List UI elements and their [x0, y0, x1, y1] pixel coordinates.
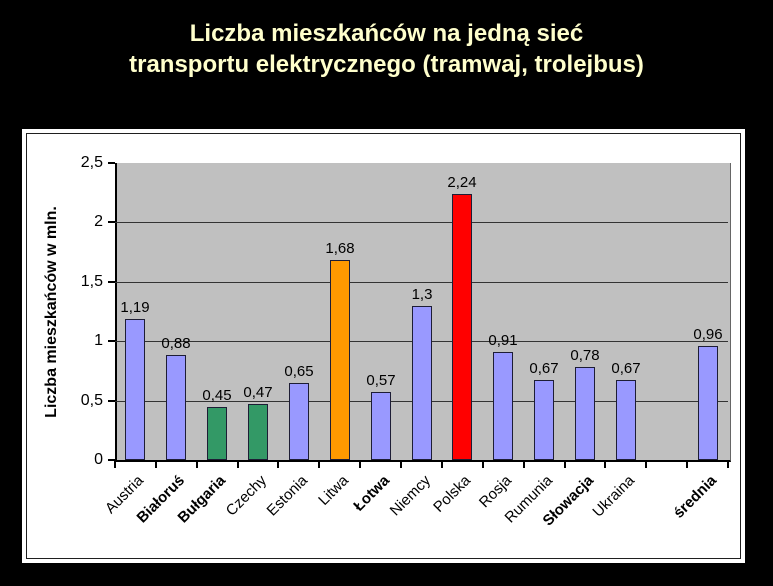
bar-value-label: 0,67 [529, 360, 559, 377]
bar-value-label: 1,68 [325, 240, 355, 257]
y-axis-tick [108, 221, 115, 223]
x-axis-tick [564, 461, 566, 468]
x-axis-tick [277, 461, 279, 468]
slide-title-line1: Liczba mieszkańców na jedną sieć [189, 20, 584, 47]
bar-value-label: 0,65 [284, 363, 314, 380]
bar [125, 319, 145, 460]
bar-value-label: 1,3 [411, 286, 433, 303]
slide-title-line2: transportu elektrycznego (tramwaj, trole… [129, 51, 644, 78]
y-axis-tick-label: 2 [94, 213, 103, 230]
gridline [115, 282, 728, 283]
bar [289, 383, 309, 460]
bar-value-label: 0,88 [161, 335, 191, 352]
bar-value-label: 0,57 [366, 372, 396, 389]
y-axis-tick [108, 459, 115, 461]
y-axis-tick [108, 162, 115, 164]
bar-value-label: 1,19 [120, 299, 150, 316]
x-axis-tick [359, 461, 361, 468]
bar-value-label: 0,45 [202, 387, 232, 404]
x-axis-tick [523, 461, 525, 468]
bar [616, 380, 636, 460]
x-axis-tick [196, 461, 198, 468]
x-axis-tick [114, 461, 116, 468]
x-axis-tick [237, 461, 239, 468]
slide-title: Liczba mieszkańców na jedną sieć transpo… [0, 18, 773, 80]
y-axis-tick [108, 340, 115, 342]
y-axis-tick-label: 2,5 [80, 154, 103, 171]
x-axis-tick [318, 461, 320, 468]
bar-value-label: 2,24 [447, 174, 477, 191]
x-axis-tick [441, 461, 443, 468]
bar-value-label: 0,67 [611, 360, 641, 377]
y-axis-tick [108, 400, 115, 402]
x-axis-tick [645, 461, 647, 468]
bar [330, 260, 350, 460]
y-axis-tick-label: 0,5 [80, 392, 103, 409]
bar [534, 380, 554, 460]
x-axis-tick [686, 461, 688, 468]
x-axis-tick [155, 461, 157, 468]
bar-value-label: 0,47 [243, 384, 273, 401]
x-axis-tick [400, 461, 402, 468]
y-axis-tick-label: 0 [94, 451, 103, 468]
bar [166, 355, 186, 460]
chart-panel-border [26, 133, 741, 559]
bar-value-label: 0,91 [488, 332, 518, 349]
bar [493, 352, 513, 460]
bar [207, 407, 227, 460]
gridline [115, 222, 728, 223]
x-axis-tick [604, 461, 606, 468]
bar [412, 306, 432, 460]
bar-value-label: 0,78 [570, 347, 600, 364]
x-axis-tick [727, 461, 729, 468]
bar [698, 346, 718, 460]
bar-value-label: 0,96 [693, 326, 723, 343]
bar [248, 404, 268, 460]
bar [452, 194, 472, 460]
y-axis-title: Liczba mieszkańców w mln. [43, 205, 60, 418]
x-axis-tick [482, 461, 484, 468]
y-axis-tick-label: 1,5 [80, 273, 103, 290]
bar [371, 392, 391, 460]
bar [575, 367, 595, 460]
y-axis-tick [108, 281, 115, 283]
y-axis-tick-label: 1 [94, 332, 103, 349]
